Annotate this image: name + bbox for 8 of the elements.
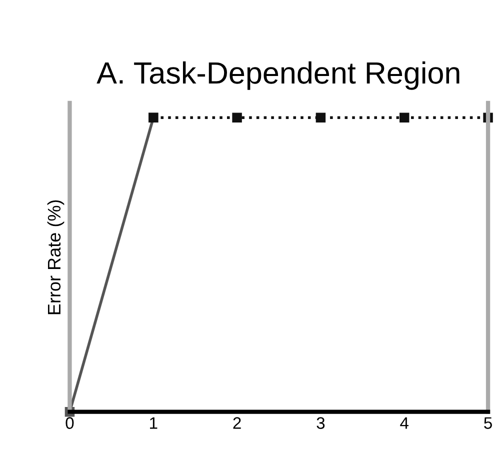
x-tick-label: 3 xyxy=(316,417,325,429)
x-tick-label: 0 xyxy=(66,417,74,429)
x-tick-label: 1 xyxy=(150,417,158,429)
x-tick-label: 2 xyxy=(233,417,241,429)
x-tick-label: 5 xyxy=(484,417,492,429)
x-tick-label: 4 xyxy=(400,417,409,429)
y-axis-title: Error Rate (%) xyxy=(47,200,64,314)
chart-title: A. Task-Dependent Region xyxy=(96,61,460,90)
